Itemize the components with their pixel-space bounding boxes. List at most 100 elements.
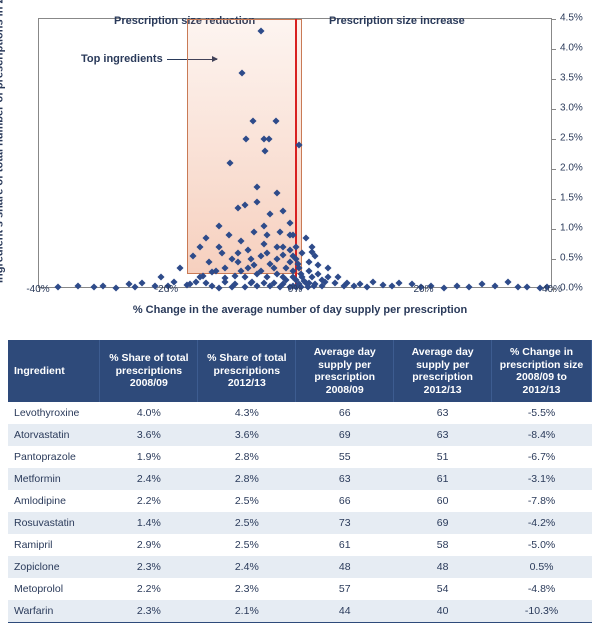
table-cell: 51 (394, 446, 492, 468)
y-tick-label: 4.0% (560, 43, 583, 54)
table-cell: 2.8% (198, 468, 296, 490)
table-cell: 66 (296, 490, 394, 512)
data-point (302, 234, 309, 241)
table-cell: 3.6% (100, 424, 198, 446)
scatter-chart: Ingredient's share of total number of pr… (8, 8, 592, 338)
data-point (315, 261, 322, 268)
data-point (222, 278, 229, 285)
data-point (219, 249, 226, 256)
table-cell: 2.2% (100, 578, 198, 600)
data-point (241, 201, 248, 208)
table-cell: Levothyroxine (8, 402, 100, 424)
table-row: Levothyroxine4.0%4.3%6663-5.5% (8, 402, 592, 424)
table-row: Zopiclone2.3%2.4%48480.5% (8, 556, 592, 578)
data-point (325, 264, 332, 271)
table-row: Rosuvastatin1.4%2.5%7369-4.2% (8, 512, 592, 534)
table-cell: 61 (394, 468, 492, 490)
data-point (267, 210, 274, 217)
table-cell: 69 (296, 424, 394, 446)
data-point (296, 141, 303, 148)
data-point (235, 249, 242, 256)
data-point (286, 219, 293, 226)
data-point (453, 282, 460, 289)
table-cell: 69 (394, 512, 492, 534)
data-point (305, 258, 312, 265)
y-tick-label: 2.0% (560, 163, 583, 174)
data-point (190, 252, 197, 259)
x-axis-title: % Change in the average number of day su… (133, 304, 467, 316)
data-point (262, 147, 269, 154)
data-point (113, 284, 120, 291)
data-point (215, 284, 222, 291)
ingredient-table: Ingredient% Share of total prescriptions… (8, 340, 592, 623)
table-body: Levothyroxine4.0%4.3%6663-5.5%Atorvastat… (8, 402, 592, 623)
data-point (251, 228, 258, 235)
table-col-header: Ingredient (8, 340, 100, 402)
table-cell: 48 (296, 556, 394, 578)
data-point (466, 284, 473, 291)
data-point (264, 231, 271, 238)
data-point (244, 246, 251, 253)
table-cell: -4.8% (492, 578, 592, 600)
data-point (226, 159, 233, 166)
table-cell: Zopiclone (8, 556, 100, 578)
table-cell: 0.5% (492, 556, 592, 578)
table-cell: Amlodipine (8, 490, 100, 512)
table-cell: -6.7% (492, 446, 592, 468)
table-col-header: Average day supply per prescription 2008… (296, 340, 394, 402)
region-label-left: Prescription size reduction (114, 15, 255, 27)
table-row: Metformin2.4%2.8%6361-3.1% (8, 468, 592, 490)
data-point (254, 183, 261, 190)
y-tick-label: 3.5% (560, 73, 583, 84)
data-point (222, 264, 229, 271)
data-point (257, 27, 264, 34)
table-cell: Ramipril (8, 534, 100, 556)
table-header-row: Ingredient% Share of total prescriptions… (8, 340, 592, 402)
table-cell: 2.3% (198, 578, 296, 600)
table-cell: -10.3% (492, 600, 592, 623)
data-point (363, 283, 370, 290)
data-point (242, 135, 249, 142)
table-cell: 63 (394, 424, 492, 446)
table-cell: -8.4% (492, 424, 592, 446)
data-point (100, 282, 107, 289)
table-cell: 73 (296, 512, 394, 534)
table-cell: -7.8% (492, 490, 592, 512)
y-tick-label: 0.0% (560, 283, 583, 294)
table-cell: Atorvastatin (8, 424, 100, 446)
data-point (276, 228, 283, 235)
data-point (249, 117, 256, 124)
data-point (273, 255, 280, 262)
x-tick-label: 20% (413, 284, 433, 295)
data-point (514, 284, 521, 291)
data-point (90, 284, 97, 291)
table-row: Pantoprazole1.9%2.8%5551-6.7% (8, 446, 592, 468)
table-cell: Metformin (8, 468, 100, 490)
data-point (504, 278, 511, 285)
table-cell: 63 (394, 402, 492, 424)
data-point (273, 189, 280, 196)
callout-arrow (167, 59, 217, 60)
table-row: Atorvastatin3.6%3.6%6963-8.4% (8, 424, 592, 446)
y-tick-label: 2.5% (560, 133, 583, 144)
table-cell: Pantoprazole (8, 446, 100, 468)
table-cell: 2.5% (198, 512, 296, 534)
table-cell: 2.2% (100, 490, 198, 512)
table-cell: 57 (296, 578, 394, 600)
data-point (280, 251, 287, 258)
table-col-header: % Share of total prescriptions 2008/09 (100, 340, 198, 402)
table-cell: 2.8% (198, 446, 296, 468)
data-point (379, 282, 386, 289)
table-cell: -4.2% (492, 512, 592, 534)
data-point (273, 117, 280, 124)
y-tick-label: 4.5% (560, 13, 583, 24)
data-point (74, 282, 81, 289)
data-point (370, 278, 377, 285)
table-row: Ramipril2.9%2.5%6158-5.0% (8, 534, 592, 556)
table-cell: 4.3% (198, 402, 296, 424)
data-point (158, 273, 165, 280)
table-cell: 60 (394, 490, 492, 512)
data-point (206, 258, 213, 265)
table-cell: 1.4% (100, 512, 198, 534)
table-col-header: % Change in prescription size 2008/09 to… (492, 340, 592, 402)
